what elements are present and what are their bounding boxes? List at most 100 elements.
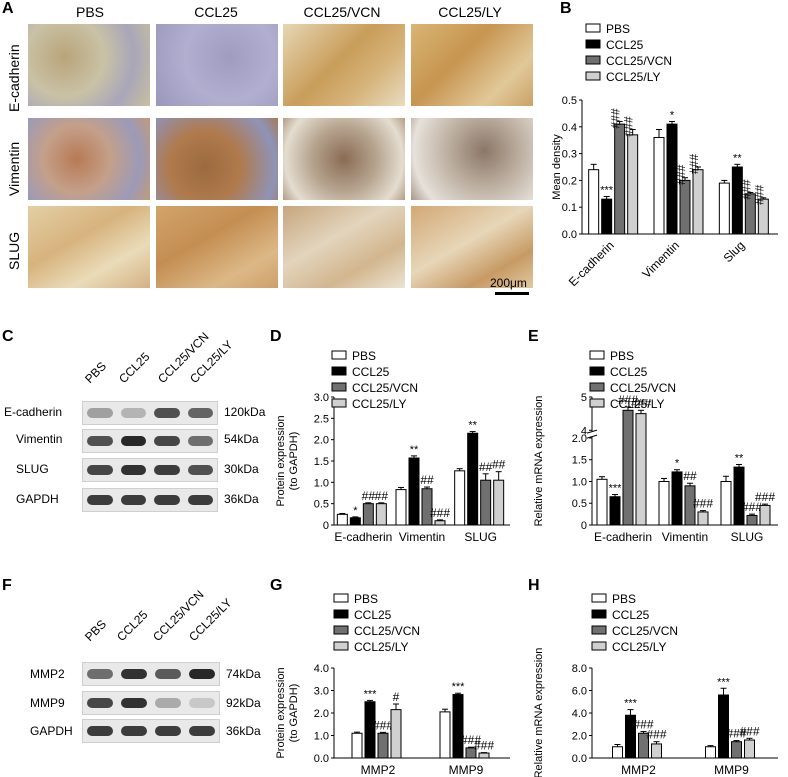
bar (480, 479, 492, 526)
blot-band (121, 698, 147, 708)
bar (390, 709, 402, 759)
y-tick-label: 0.5 (314, 499, 329, 511)
blot-row-label: E-cadherin (4, 405, 63, 419)
y-axis-label: Protein expression (275, 415, 287, 506)
bar (336, 513, 348, 526)
y-tick-label: 4.0 (314, 663, 329, 675)
legend-label: CCL25/VCN (354, 624, 420, 638)
blot-band (120, 408, 146, 418)
ihc-image-tile (283, 118, 405, 200)
blot-row-label: GAPDH (16, 492, 59, 506)
y-tick-label: 2.0 (572, 731, 587, 743)
bar (351, 732, 363, 759)
significance-label: ### (430, 506, 450, 520)
legend-swatch (591, 641, 607, 651)
bar (349, 517, 361, 526)
y-axis-label: (to GAPDH) (288, 684, 300, 743)
ihc-row-header: SLUG (6, 231, 22, 270)
blot-kda-label: 36kDa (224, 492, 259, 506)
panel-label-f: F (2, 577, 12, 594)
bar (679, 179, 691, 235)
bar (705, 746, 716, 759)
blot-band (121, 669, 147, 679)
bar (362, 503, 374, 526)
x-tick-label: Vimentin (639, 238, 682, 281)
legend-label: CCL25 (606, 38, 644, 52)
y-tick-label: 4.0 (572, 708, 587, 720)
bar (478, 752, 490, 759)
axis-break-mark (586, 429, 598, 434)
legend-swatch (591, 609, 607, 619)
bar (622, 409, 634, 526)
ihc-image-tile (283, 24, 405, 106)
significance-label: ## (683, 469, 697, 483)
blot-kda-label: 92kDa (226, 696, 261, 710)
significance-label: *** (364, 688, 378, 700)
bar (439, 711, 451, 759)
significance-label: ** (733, 152, 742, 164)
significance-label: # (393, 690, 400, 704)
significance-label: * (675, 458, 680, 470)
y-tick-label: 0.2 (562, 175, 577, 187)
legend-swatch (333, 641, 349, 651)
bar (744, 739, 755, 759)
y-tick-label: 6.0 (572, 686, 587, 698)
panel-label-e: E (528, 328, 539, 345)
x-tick-label: Slug (721, 238, 748, 265)
x-tick-label: MMP2 (621, 763, 656, 777)
bar (596, 478, 608, 526)
bar (697, 511, 709, 526)
blot-band (87, 436, 113, 446)
blot-strip (82, 662, 220, 686)
y-tick-label: 5 (581, 392, 587, 404)
y-tick-label: 0.3 (562, 149, 577, 161)
legend-label: CCL25/LY (352, 397, 406, 411)
significance-label: ### (618, 393, 638, 407)
blot-band (87, 726, 113, 736)
ihc-row-header: Vimentin (6, 141, 22, 196)
ihc-image-tile (283, 206, 405, 288)
panel-label-c: C (2, 328, 14, 345)
bar (588, 169, 600, 235)
y-tick-label: 3.0 (314, 392, 329, 404)
blot-band (120, 495, 146, 505)
x-tick-label: SLUG (464, 530, 497, 544)
y-tick-label: 2.0 (314, 708, 329, 720)
y-tick-label: 1.0 (314, 731, 329, 743)
blot-band (154, 465, 180, 475)
y-tick-label: 0.0 (572, 753, 587, 765)
ihc-image-tile (28, 206, 150, 288)
legend-swatch (331, 382, 347, 392)
legend-label: PBS (612, 592, 636, 606)
y-tick-label: 1.0 (572, 476, 587, 488)
significance-label: ### (461, 733, 481, 747)
ihc-column-header: PBS (75, 4, 104, 20)
legend-swatch (589, 398, 605, 408)
legend-label: CCL25/LY (612, 640, 666, 654)
ihc-image-tile (28, 24, 150, 106)
blot-lane-label: PBS (82, 617, 109, 644)
significance-label: *** (609, 483, 623, 495)
blot-band (87, 698, 113, 708)
blot-band (189, 726, 215, 736)
legend-swatch (331, 350, 347, 360)
ihc-image-tile (411, 24, 533, 106)
bar-chart-d: 0 0.5 1.0 1.5 2.0 2.5 3.0 Protein expression (to… (275, 349, 510, 544)
legend-label: PBS (352, 349, 376, 363)
y-tick-label: 2.5 (314, 413, 329, 425)
bar (733, 466, 745, 526)
panel-label-a: A (2, 0, 14, 17)
legend-label: PBS (610, 349, 634, 363)
bar-chart-b: 0.0 0.1 0.2 0.3 0.4 0.5 Mean density PBS CCL25 CC… (551, 22, 778, 289)
blot-kda-label: 36kDa (226, 724, 261, 738)
y-tick-label: 0.4 (562, 122, 577, 134)
blot-strip (82, 691, 220, 715)
blot-band (187, 465, 213, 475)
y-tick-label: 0 (323, 520, 329, 532)
bar (671, 471, 683, 526)
ihc-image-tile (28, 118, 150, 200)
y-tick-label: 0 (581, 520, 587, 532)
blot-strip (82, 488, 218, 512)
significance-label: *** (717, 676, 731, 688)
legend-swatch (589, 382, 605, 392)
